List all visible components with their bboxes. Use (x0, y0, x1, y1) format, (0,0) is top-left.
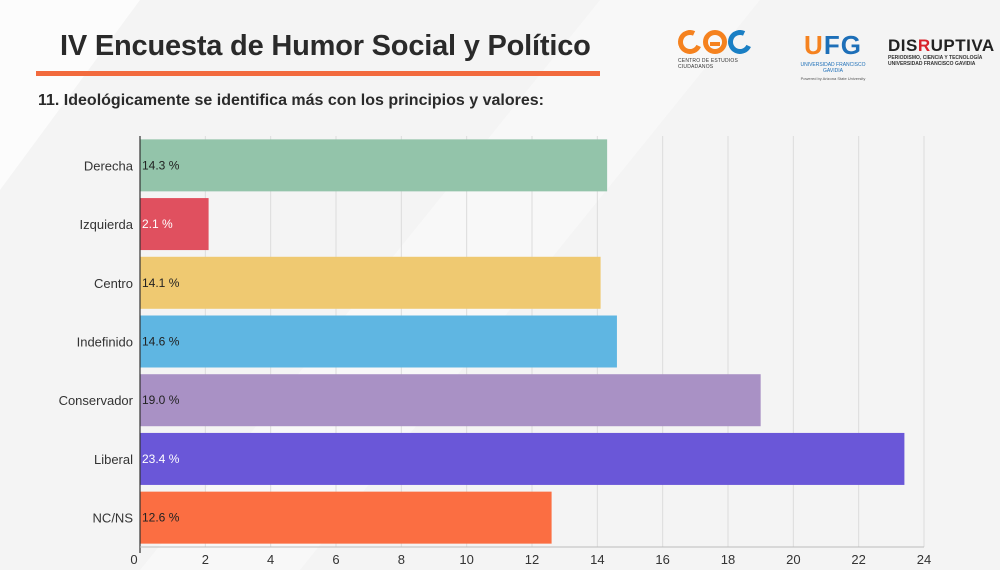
x-tick-label: 0 (130, 552, 137, 567)
bar (140, 256, 601, 309)
x-tick-label: 4 (267, 552, 274, 567)
question-text: 11. Ideológicamente se identifica más co… (38, 92, 544, 109)
bar-data-label: 2.1 % (142, 217, 173, 231)
bar-data-label: 14.3 % (142, 158, 180, 172)
category-label: Derecha (84, 158, 134, 173)
bar-data-label: 14.1 % (142, 276, 180, 290)
category-label: NC/NS (93, 511, 134, 526)
cec-logo-mark (674, 26, 768, 58)
bar (140, 315, 617, 368)
x-tick-label: 2 (202, 552, 209, 567)
x-tick-label: 24 (917, 552, 931, 567)
x-tick-label: 18 (721, 552, 735, 567)
x-tick-label: 20 (786, 552, 800, 567)
bar-data-label: 19.0 % (142, 393, 180, 407)
ufg-logo-powered: Powered by Arizona State University (800, 76, 866, 81)
bar (140, 432, 905, 485)
ufg-logo-text: UFG (804, 30, 862, 60)
x-tick-label: 8 (398, 552, 405, 567)
disruptiva-logo-subtitle-2: UNIVERSIDAD FRANCISCO GAVIDIA (888, 61, 976, 67)
category-label: Liberal (94, 452, 133, 467)
disruptiva-logo: DISRUPTIVA PERIODISMO, CIENCIA Y TECNOLO… (888, 36, 995, 77)
cec-logo-subtitle: CENTRO DE ESTUDIOS CIUDADANOS (678, 58, 738, 70)
bar (140, 139, 608, 192)
bar (140, 491, 552, 544)
category-label: Conservador (59, 393, 134, 408)
x-tick-label: 10 (459, 552, 473, 567)
ufg-logo-subtitle: UNIVERSIDAD FRANCISCO GAVIDIA (800, 62, 866, 74)
bar (140, 374, 761, 427)
category-label: Centro (94, 276, 133, 291)
category-label: Izquierda (80, 217, 134, 232)
disruptiva-logo-text: DISRUPTIVA (888, 36, 995, 55)
bar-data-label: 23.4 % (142, 452, 180, 466)
ufg-logo: UFG UNIVERSIDAD FRANCISCO GAVIDIA Powere… (790, 30, 876, 81)
title-underline (36, 71, 600, 76)
x-tick-label: 14 (590, 552, 604, 567)
cec-logo: CENTRO DE ESTUDIOS CIUDADANOS (674, 26, 768, 80)
x-tick-label: 22 (851, 552, 865, 567)
disruptiva-logo-subtitle-1: PERIODISMO, CIENCIA Y TECNOLOGÍA (888, 55, 983, 61)
page-title: IV Encuesta de Humor Social y Político (60, 30, 591, 62)
bar-data-label: 14.6 % (142, 335, 180, 349)
x-tick-label: 6 (332, 552, 339, 567)
bar (140, 198, 209, 251)
category-label: Indefinido (77, 335, 133, 350)
bar-data-label: 12.6 % (142, 511, 180, 525)
x-tick-label: 16 (655, 552, 669, 567)
x-tick-label: 12 (525, 552, 539, 567)
